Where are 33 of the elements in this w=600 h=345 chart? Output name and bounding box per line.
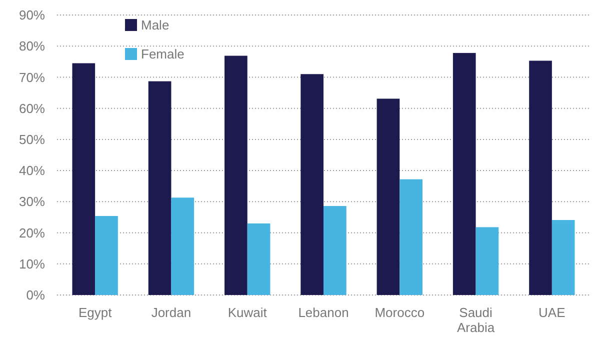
x-tick-label: Morocco — [374, 305, 425, 320]
x-tick-label: Jordan — [151, 305, 192, 320]
y-tick-label: 10% — [18, 256, 46, 272]
legend-label: Female — [141, 46, 184, 62]
bar — [72, 63, 96, 295]
x-tick-label: Kuwait — [228, 305, 268, 320]
bar — [452, 52, 476, 295]
bar — [300, 74, 324, 295]
bar — [529, 60, 552, 295]
bar — [95, 216, 118, 295]
bar — [247, 223, 270, 295]
y-tick-label: 80% — [18, 38, 46, 54]
bar — [400, 179, 422, 295]
bar — [224, 56, 248, 295]
bar — [171, 198, 194, 295]
y-tick-label: 30% — [18, 194, 46, 210]
bar — [476, 227, 499, 295]
y-tick-label: 40% — [18, 163, 46, 178]
y-tick-label: 60% — [18, 100, 46, 116]
y-tick-label: 20% — [18, 225, 46, 240]
bar — [376, 98, 400, 295]
x-tick-label: UAE — [538, 305, 566, 320]
legend-label: Male — [141, 18, 170, 33]
bar — [552, 220, 575, 295]
x-tick-label: Lebanon — [298, 305, 349, 320]
y-tick-label: 0% — [26, 288, 46, 303]
y-tick-label: 50% — [18, 132, 46, 147]
bar — [148, 81, 172, 295]
bar — [324, 206, 346, 295]
x-tick-label: Egypt — [78, 305, 112, 320]
y-tick-label: 90% — [18, 8, 46, 23]
x-tick-label: Saudi Arabia — [456, 305, 496, 335]
y-tick-label: 70% — [18, 70, 46, 85]
